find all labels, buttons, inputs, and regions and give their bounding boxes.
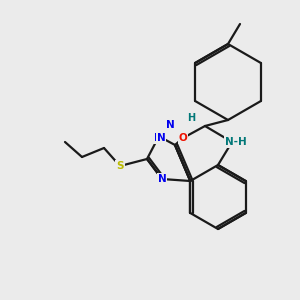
Text: S: S bbox=[116, 161, 124, 171]
Text: N: N bbox=[158, 174, 166, 184]
Text: O: O bbox=[178, 133, 188, 143]
Text: N: N bbox=[166, 120, 174, 130]
Text: N: N bbox=[157, 133, 165, 143]
Text: N: N bbox=[154, 133, 162, 143]
Text: N-H: N-H bbox=[225, 137, 247, 147]
Text: H: H bbox=[187, 113, 195, 123]
